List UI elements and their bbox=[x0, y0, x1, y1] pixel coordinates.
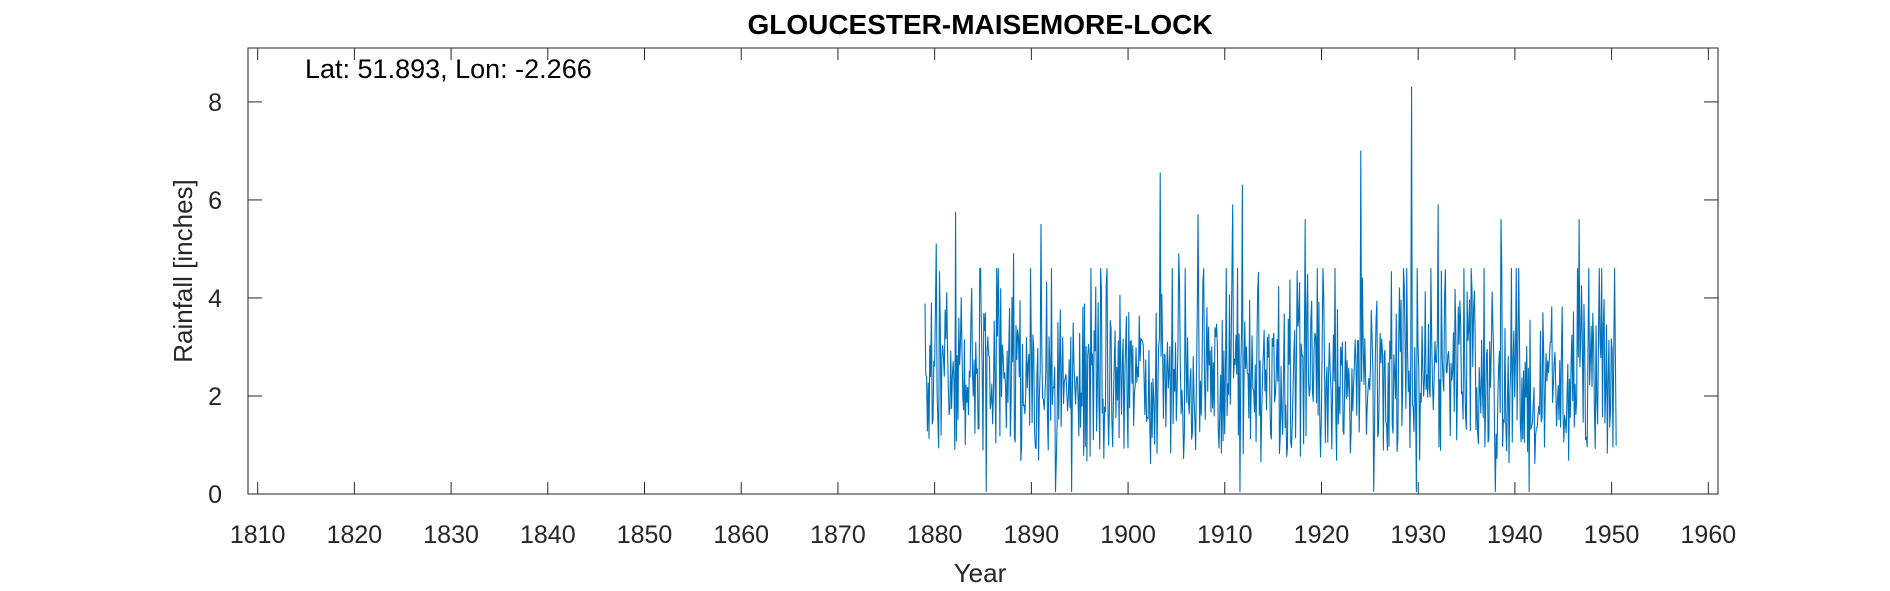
x-tick-label: 1840 bbox=[520, 521, 576, 549]
x-tick-label: 1810 bbox=[230, 521, 286, 549]
chart-title: GLOUCESTER-MAISEMORE-LOCK bbox=[747, 9, 1212, 40]
x-tick-label: 1910 bbox=[1197, 521, 1253, 549]
x-tick-label: 1950 bbox=[1584, 521, 1640, 549]
x-tick-label: 1890 bbox=[1004, 521, 1060, 549]
y-tick-label: 6 bbox=[208, 187, 222, 215]
x-tick-label: 1960 bbox=[1681, 521, 1737, 549]
x-tick-label: 1830 bbox=[423, 521, 479, 549]
x-axis-label: Year bbox=[954, 558, 1007, 588]
x-tick-label: 1940 bbox=[1487, 521, 1543, 549]
x-tick-label: 1850 bbox=[617, 521, 673, 549]
location-annotation: Lat: 51.893, Lon: -2.266 bbox=[305, 54, 592, 84]
y-axis-label: Rainfall [inches] bbox=[168, 179, 198, 363]
rainfall-series-line bbox=[924, 86, 1617, 493]
x-tick-label: 1870 bbox=[810, 521, 866, 549]
y-tick-label: 0 bbox=[208, 481, 222, 509]
x-tick-label: 1880 bbox=[907, 521, 963, 549]
x-tick-label: 1820 bbox=[327, 521, 383, 549]
x-tick-label: 1920 bbox=[1294, 521, 1350, 549]
tick-labels: 1810 1820 1830 1840 1850 1860 1870 1880 1890 1900… bbox=[208, 89, 1736, 549]
y-tick-label: 4 bbox=[208, 285, 222, 313]
y-tick-label: 8 bbox=[208, 89, 222, 117]
x-tick-label: 1930 bbox=[1390, 521, 1446, 549]
x-tick-label: 1900 bbox=[1100, 521, 1156, 549]
y-tick-label: 2 bbox=[208, 383, 222, 411]
axis-ticks bbox=[248, 48, 1718, 495]
x-tick-label: 1860 bbox=[713, 521, 769, 549]
